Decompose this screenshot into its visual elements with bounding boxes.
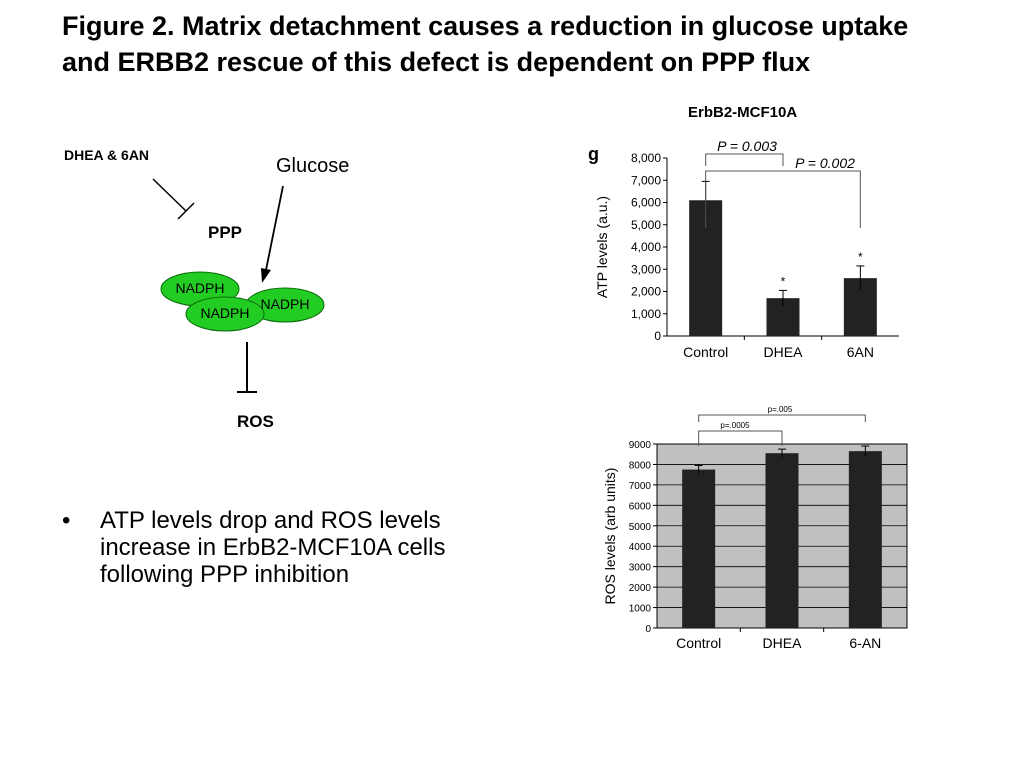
y-tick-label: 4000	[629, 542, 652, 553]
pathway-diagram: DHEA & 6AN Glucose PPP NADPH NADPH NADPH…	[64, 147, 349, 431]
y-tick-label: 3,000	[631, 262, 661, 276]
y-tick-label: 8,000	[631, 151, 661, 165]
inhibition-bar	[177, 202, 195, 220]
comparison-bracket	[698, 414, 866, 422]
significance-marker: *	[858, 250, 863, 264]
bullet-text: ATP levels drop and ROS levels increase …	[100, 507, 446, 588]
y-tick-label: 7000	[629, 481, 652, 492]
y-tick-label: 2000	[629, 583, 652, 594]
p-value-label: p=.005	[768, 405, 793, 414]
comparison-bracket	[705, 153, 784, 166]
glucose-arrow-line	[265, 185, 284, 271]
significance-marker: *	[781, 274, 786, 288]
y-tick-label: 7,000	[631, 173, 661, 187]
atp-chart: 0 1,000 2,000 3,000 4,000 5,000 6,000 7,000 8,00…	[588, 138, 899, 360]
glucose-label: Glucose	[276, 155, 349, 177]
y-tick-label: 5,000	[631, 218, 661, 232]
nadph-label: NADPH	[260, 296, 309, 312]
slide-title: Figure 2. Matrix detachment causes a red…	[62, 11, 909, 77]
nadph-label: NADPH	[200, 305, 249, 321]
y-axis-label: ATP levels (a.u.)	[594, 196, 610, 298]
panel-letter: g	[588, 144, 599, 164]
panel-header: ErbB2-MCF10A	[688, 104, 798, 121]
ppp-label: PPP	[208, 223, 242, 242]
x-tick-label: 6AN	[847, 344, 874, 360]
x-tick-label: Control	[676, 635, 721, 651]
y-tick-label: 6000	[629, 501, 652, 512]
y-tick-label: 8000	[629, 460, 652, 471]
y-tick-label: 6,000	[631, 196, 661, 210]
y-tick-label: 1000	[629, 604, 652, 615]
x-tick-label: DHEA	[763, 635, 803, 651]
x-tick-label: 6-AN	[849, 635, 881, 651]
ros-label: ROS	[237, 412, 274, 431]
bullet-symbol: •	[62, 507, 71, 534]
y-tick-label: 0	[645, 624, 651, 635]
y-tick-label: 5000	[629, 522, 652, 533]
x-tick-label: DHEA	[764, 344, 804, 360]
y-tick-label: 3000	[629, 563, 652, 574]
bullet-point: • ATP levels drop and ROS levels increas…	[62, 507, 482, 588]
inhibitor-label: DHEA & 6AN	[64, 147, 149, 163]
y-tick-label: 9000	[629, 440, 652, 451]
comparison-bracket	[705, 170, 861, 228]
bar	[765, 453, 799, 628]
nadph-label: NADPH	[175, 280, 224, 296]
bar	[848, 451, 882, 628]
p-value-label: P = 0.003	[717, 138, 777, 154]
y-tick-label: 2,000	[631, 285, 661, 299]
y-tick-label: 0	[654, 329, 661, 343]
x-tick-label: Control	[683, 344, 728, 360]
y-axis-label: ROS levels (arb units)	[602, 468, 618, 605]
bar	[682, 469, 716, 628]
p-value-label: p=.0005	[720, 421, 750, 430]
glucose-arrow-head	[261, 268, 271, 283]
nadph-ellipse	[185, 296, 265, 332]
y-tick-label: 4,000	[631, 240, 661, 254]
y-tick-label: 1,000	[631, 307, 661, 321]
comparison-bracket	[698, 430, 783, 446]
inhibition-line	[152, 178, 187, 212]
ros-chart: 0 1000 2000 3000 4000 5000 6000 7000 8000 9000 ROS…	[602, 405, 908, 651]
p-value-label: P = 0.002	[795, 155, 855, 171]
